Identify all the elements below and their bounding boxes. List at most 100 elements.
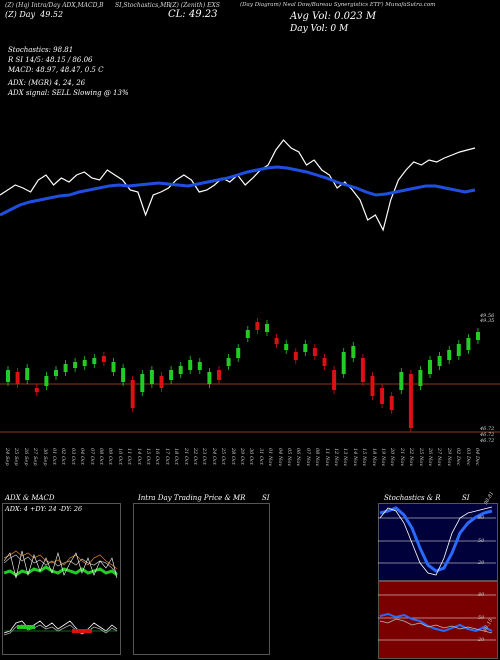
date-label: 06 Nov	[295, 448, 302, 467]
date-label: 28 Oct	[229, 448, 236, 465]
header-line-3: (Z) (Zenith) EXS	[170, 2, 220, 9]
date-label: 13 Nov	[342, 448, 349, 467]
candle	[351, 346, 356, 358]
candles	[6, 318, 480, 432]
date-label: 30 Sep	[41, 448, 48, 466]
candle	[236, 348, 241, 358]
candle	[389, 396, 394, 410]
candle	[101, 356, 106, 362]
date-label: 08 Oct	[98, 448, 104, 465]
candle	[293, 352, 298, 360]
candlestick-chart	[0, 318, 500, 433]
date-label: 27 Sep	[32, 448, 39, 466]
date-label: 17 Oct	[163, 448, 170, 465]
date-label: 25 Sep	[13, 448, 20, 466]
candle	[178, 366, 183, 374]
candle	[370, 376, 375, 396]
candle	[197, 362, 202, 370]
date-label: 24 Oct	[210, 448, 217, 465]
date-label: 15 Nov	[361, 448, 368, 467]
date-label: 03 Oct	[69, 448, 76, 465]
stoch-text: Stochastics: 98.81	[8, 46, 74, 54]
date-label: 12 Nov	[333, 448, 339, 467]
date-label: 30 Oct	[248, 448, 255, 465]
date-label: 22 Oct	[192, 448, 198, 465]
rsi-tick-20: 20	[478, 637, 485, 643]
date-label: 02 Oct	[60, 448, 67, 465]
candle	[6, 370, 10, 382]
candle	[437, 356, 442, 366]
stoch-panel-title: Stochastics & R	[384, 494, 441, 502]
date-label: 21 Oct	[182, 448, 189, 465]
stoch-panel-title-2: SI	[462, 494, 470, 502]
date-label: 14 Nov	[351, 448, 358, 467]
candle	[73, 362, 78, 368]
candle	[312, 348, 317, 356]
candle	[111, 362, 116, 372]
adx-panel-title: ADX & MACD	[5, 494, 55, 502]
stoch-tick-80: 80	[478, 515, 485, 521]
candle	[245, 330, 250, 338]
candle	[341, 352, 346, 374]
candle	[226, 358, 231, 366]
candle	[255, 322, 260, 330]
date-label: 27 Nov	[436, 448, 443, 467]
candle	[380, 388, 385, 404]
daily-label: (Z) Day 49.52	[5, 10, 64, 19]
candle	[428, 360, 432, 374]
candle	[322, 358, 327, 366]
rsi-tick-50: 50	[478, 615, 485, 621]
candle	[207, 372, 212, 384]
candle	[63, 364, 68, 372]
date-label: 22 Nov	[408, 448, 415, 467]
header-line-2: SI,Stochastics,MR	[115, 2, 171, 9]
date-label: 18 Nov	[370, 448, 377, 467]
candle	[303, 344, 308, 352]
date-label: 19 Nov	[380, 448, 386, 467]
intra-panel-title-2: SI	[262, 494, 270, 502]
stochastics-chart	[378, 506, 496, 576]
date-label: 26 Sep	[22, 448, 29, 466]
candle	[159, 376, 164, 388]
rsi-panel	[378, 581, 498, 659]
date-label: 07 Nov	[304, 448, 311, 467]
date-label: 11 Nov	[323, 448, 330, 467]
candle	[169, 370, 174, 380]
ma-line	[0, 165, 476, 217]
price-top-2: 49.35	[480, 318, 495, 324]
candle	[274, 338, 279, 344]
rsi-chart	[378, 594, 496, 641]
candle	[82, 360, 87, 366]
candle	[265, 324, 269, 332]
date-label: 11 Oct	[126, 448, 133, 465]
date-label: 25 Oct	[220, 448, 227, 465]
price-bottom: 46.72	[480, 426, 495, 432]
close-label: CL: 49.23	[168, 9, 218, 20]
candle	[188, 360, 193, 370]
candle	[140, 374, 145, 392]
candle	[130, 380, 135, 408]
date-label: 04 Oct	[79, 448, 86, 465]
date-label: 04 Nov	[276, 448, 283, 467]
candle	[466, 338, 471, 350]
date-label: 09 Oct	[107, 448, 114, 465]
date-label: 21 Nov	[398, 448, 405, 467]
date-label: 10 Oct	[116, 448, 123, 465]
date-axis: 24 Sep 25 Sep 26 Sep 27 Sep 30 Sep 01 Oct 02 O…	[0, 448, 500, 488]
price-bottom-3: 46.72	[480, 438, 495, 444]
macd-text: MACD: 48.97, 48.47, 0.5 C	[8, 66, 104, 74]
date-label: 29 Oct	[239, 448, 245, 465]
header-line-1: (Z) (Hq) Intra/Day ADX,MACD,B	[5, 2, 104, 9]
date-label: 08 Nov	[314, 448, 321, 467]
adx-signal-text: ADX signal: SELL Slowing @ 13%	[8, 89, 129, 97]
main-line-chart	[0, 139, 476, 232]
adx-chart	[3, 550, 118, 636]
candle	[456, 344, 461, 356]
price-line	[0, 139, 476, 232]
candle	[54, 370, 58, 376]
candle	[447, 350, 452, 360]
date-label: 20 Nov	[389, 448, 396, 467]
avg-vol: Avg Vol: 0.023 M	[290, 11, 377, 22]
candle	[25, 368, 30, 380]
candle	[217, 370, 221, 380]
